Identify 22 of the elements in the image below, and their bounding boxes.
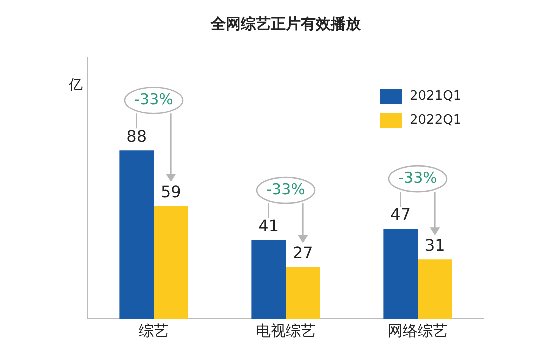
bar: [286, 267, 320, 319]
x-tick-label: 电视综艺: [256, 322, 316, 340]
text: -33%: [134, 90, 174, 109]
bar: [120, 150, 154, 319]
annotation: -33%: [398, 168, 438, 187]
bar: [384, 229, 418, 319]
y-axis-title: 亿: [68, 78, 83, 94]
legend-label: 2022Q1: [410, 112, 462, 128]
bar: [418, 260, 452, 319]
bar: [252, 240, 286, 319]
data-label: 41: [258, 216, 280, 236]
legend-label: 2021Q1: [410, 88, 462, 104]
x-tick-label: 综艺: [139, 322, 169, 340]
data-label: 59: [160, 182, 182, 202]
data-label: 47: [390, 205, 412, 224]
data-label: 88: [126, 126, 148, 146]
data-label: 27: [292, 243, 314, 262]
bar: [154, 206, 188, 319]
annotation: -33%: [266, 180, 306, 198]
x-tick-label: 网络综艺: [388, 322, 448, 340]
chart-title: 全网综艺正片有效播放: [210, 14, 362, 33]
data-label: 31: [424, 236, 446, 255]
